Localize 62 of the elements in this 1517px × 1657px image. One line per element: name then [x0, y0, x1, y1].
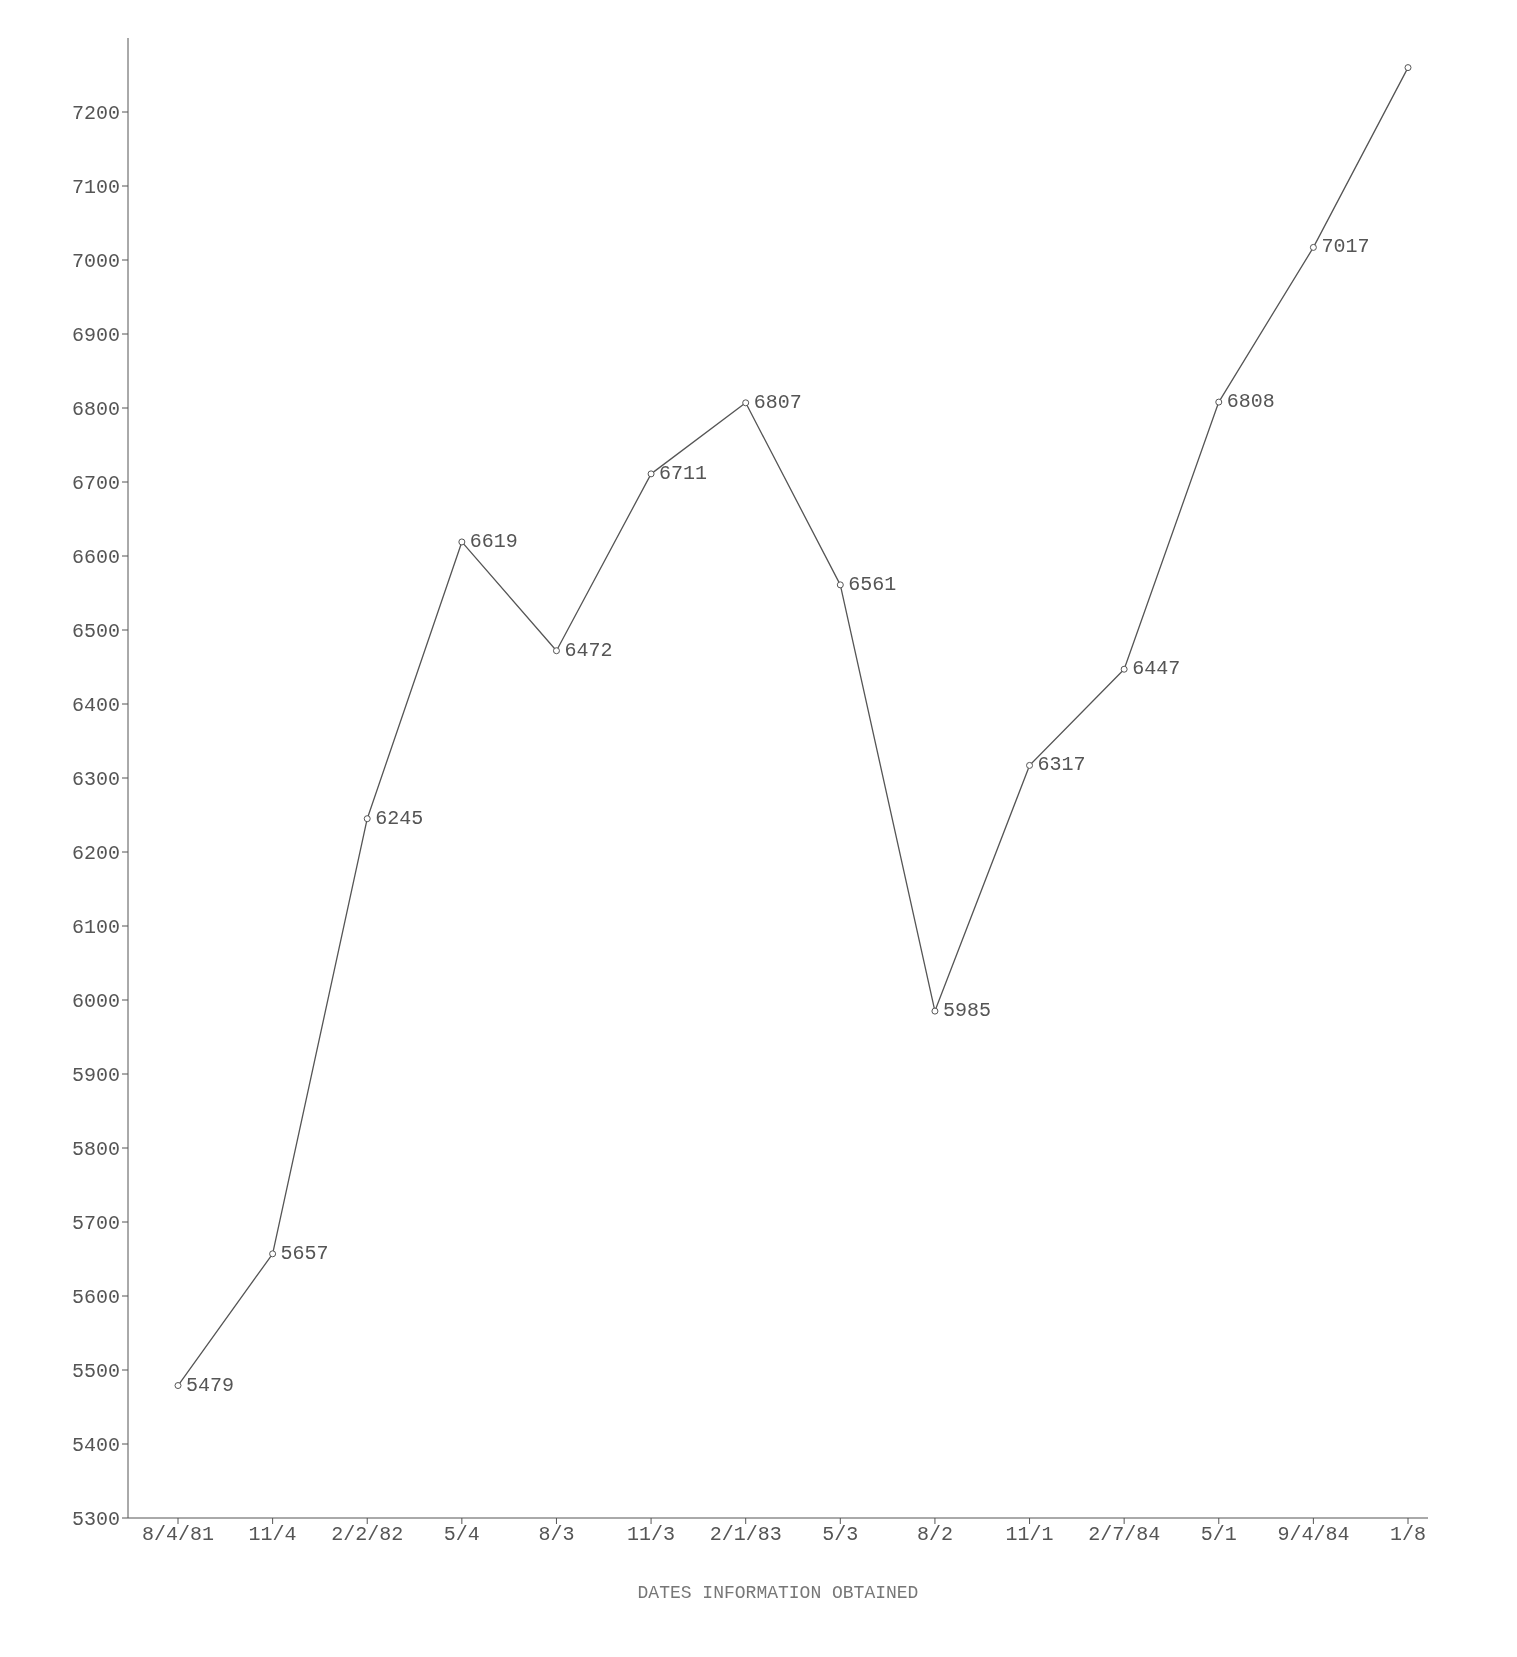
- y-tick-label: 7100: [71, 176, 120, 200]
- data-label: 6245: [375, 806, 424, 830]
- point: [1120, 665, 1128, 673]
- y-tick-label: 7000: [71, 250, 120, 274]
- x-tick-label: 11/4: [248, 1523, 297, 1547]
- y-tick-label: 6400: [71, 694, 120, 718]
- data-label: 7017: [1321, 235, 1370, 259]
- y-tick-label: 6200: [71, 842, 120, 866]
- x-tick-label: 8/2: [916, 1523, 953, 1547]
- x-axis-title: DATES INFORMATION OBTAINED: [637, 1583, 919, 1603]
- x-tick-label: 9/4/84: [1277, 1523, 1350, 1547]
- data-label: 5657: [280, 1241, 329, 1265]
- data-label: 6472: [564, 638, 613, 662]
- y-tick-label: 6300: [71, 768, 120, 792]
- x-tick-label: 5/1: [1200, 1523, 1237, 1547]
- x-tick-label: 11/3: [627, 1523, 676, 1547]
- point: [1309, 243, 1317, 251]
- data-label: 5985: [942, 999, 991, 1023]
- x-tick-label: 2/2/82: [331, 1523, 404, 1547]
- y-tick-label: 6800: [71, 398, 120, 422]
- data-label: 6808: [1226, 390, 1275, 414]
- data-label: 5479: [186, 1373, 235, 1397]
- y-tick-label: 6700: [71, 472, 120, 496]
- data-label: 6619: [469, 529, 518, 553]
- y-tick-label: 7200: [71, 102, 120, 126]
- point: [1215, 398, 1223, 406]
- y-tick-label: 5400: [71, 1434, 120, 1458]
- y-tick-label: 6000: [71, 990, 120, 1014]
- x-tick-label: 5/4: [443, 1523, 480, 1547]
- data-label: 6807: [753, 390, 802, 414]
- data-label: 6561: [848, 572, 897, 596]
- data-label: 6317: [1037, 753, 1086, 777]
- point: [552, 647, 560, 655]
- point: [269, 1250, 277, 1258]
- y-tick-label: 6600: [71, 546, 120, 570]
- point: [363, 815, 371, 823]
- point: [1026, 761, 1034, 769]
- x-tick-label: 2/1/83: [709, 1523, 782, 1547]
- point: [742, 399, 750, 407]
- x-tick-label: 2/7/84: [1088, 1523, 1161, 1547]
- point: [1404, 64, 1412, 72]
- y-tick-label: 5900: [71, 1064, 120, 1088]
- y-tick-label: 5700: [71, 1212, 120, 1236]
- x-tick-label: 5/3: [822, 1523, 859, 1547]
- point: [174, 1382, 182, 1390]
- y-tick-label: 6900: [71, 324, 120, 348]
- point: [647, 470, 655, 478]
- point: [458, 538, 466, 546]
- y-tick-label: 5800: [71, 1138, 120, 1162]
- x-tick-label: 11/1: [1005, 1523, 1054, 1547]
- x-tick-label: 8/4/81: [141, 1523, 215, 1547]
- y-tick-label: 5500: [71, 1360, 120, 1384]
- data-label: 6711: [659, 461, 708, 485]
- y-tick-label: 6100: [71, 916, 120, 940]
- point: [931, 1007, 939, 1015]
- x-tick-label: 8/3: [538, 1523, 575, 1547]
- point: [836, 581, 844, 589]
- y-tick-label: 5300: [71, 1508, 120, 1532]
- y-tick-label: 6500: [71, 620, 120, 644]
- data-label: 6447: [1132, 657, 1181, 681]
- x-tick-label: 1/8: [1389, 1523, 1427, 1547]
- y-tick-label: 5600: [71, 1286, 120, 1310]
